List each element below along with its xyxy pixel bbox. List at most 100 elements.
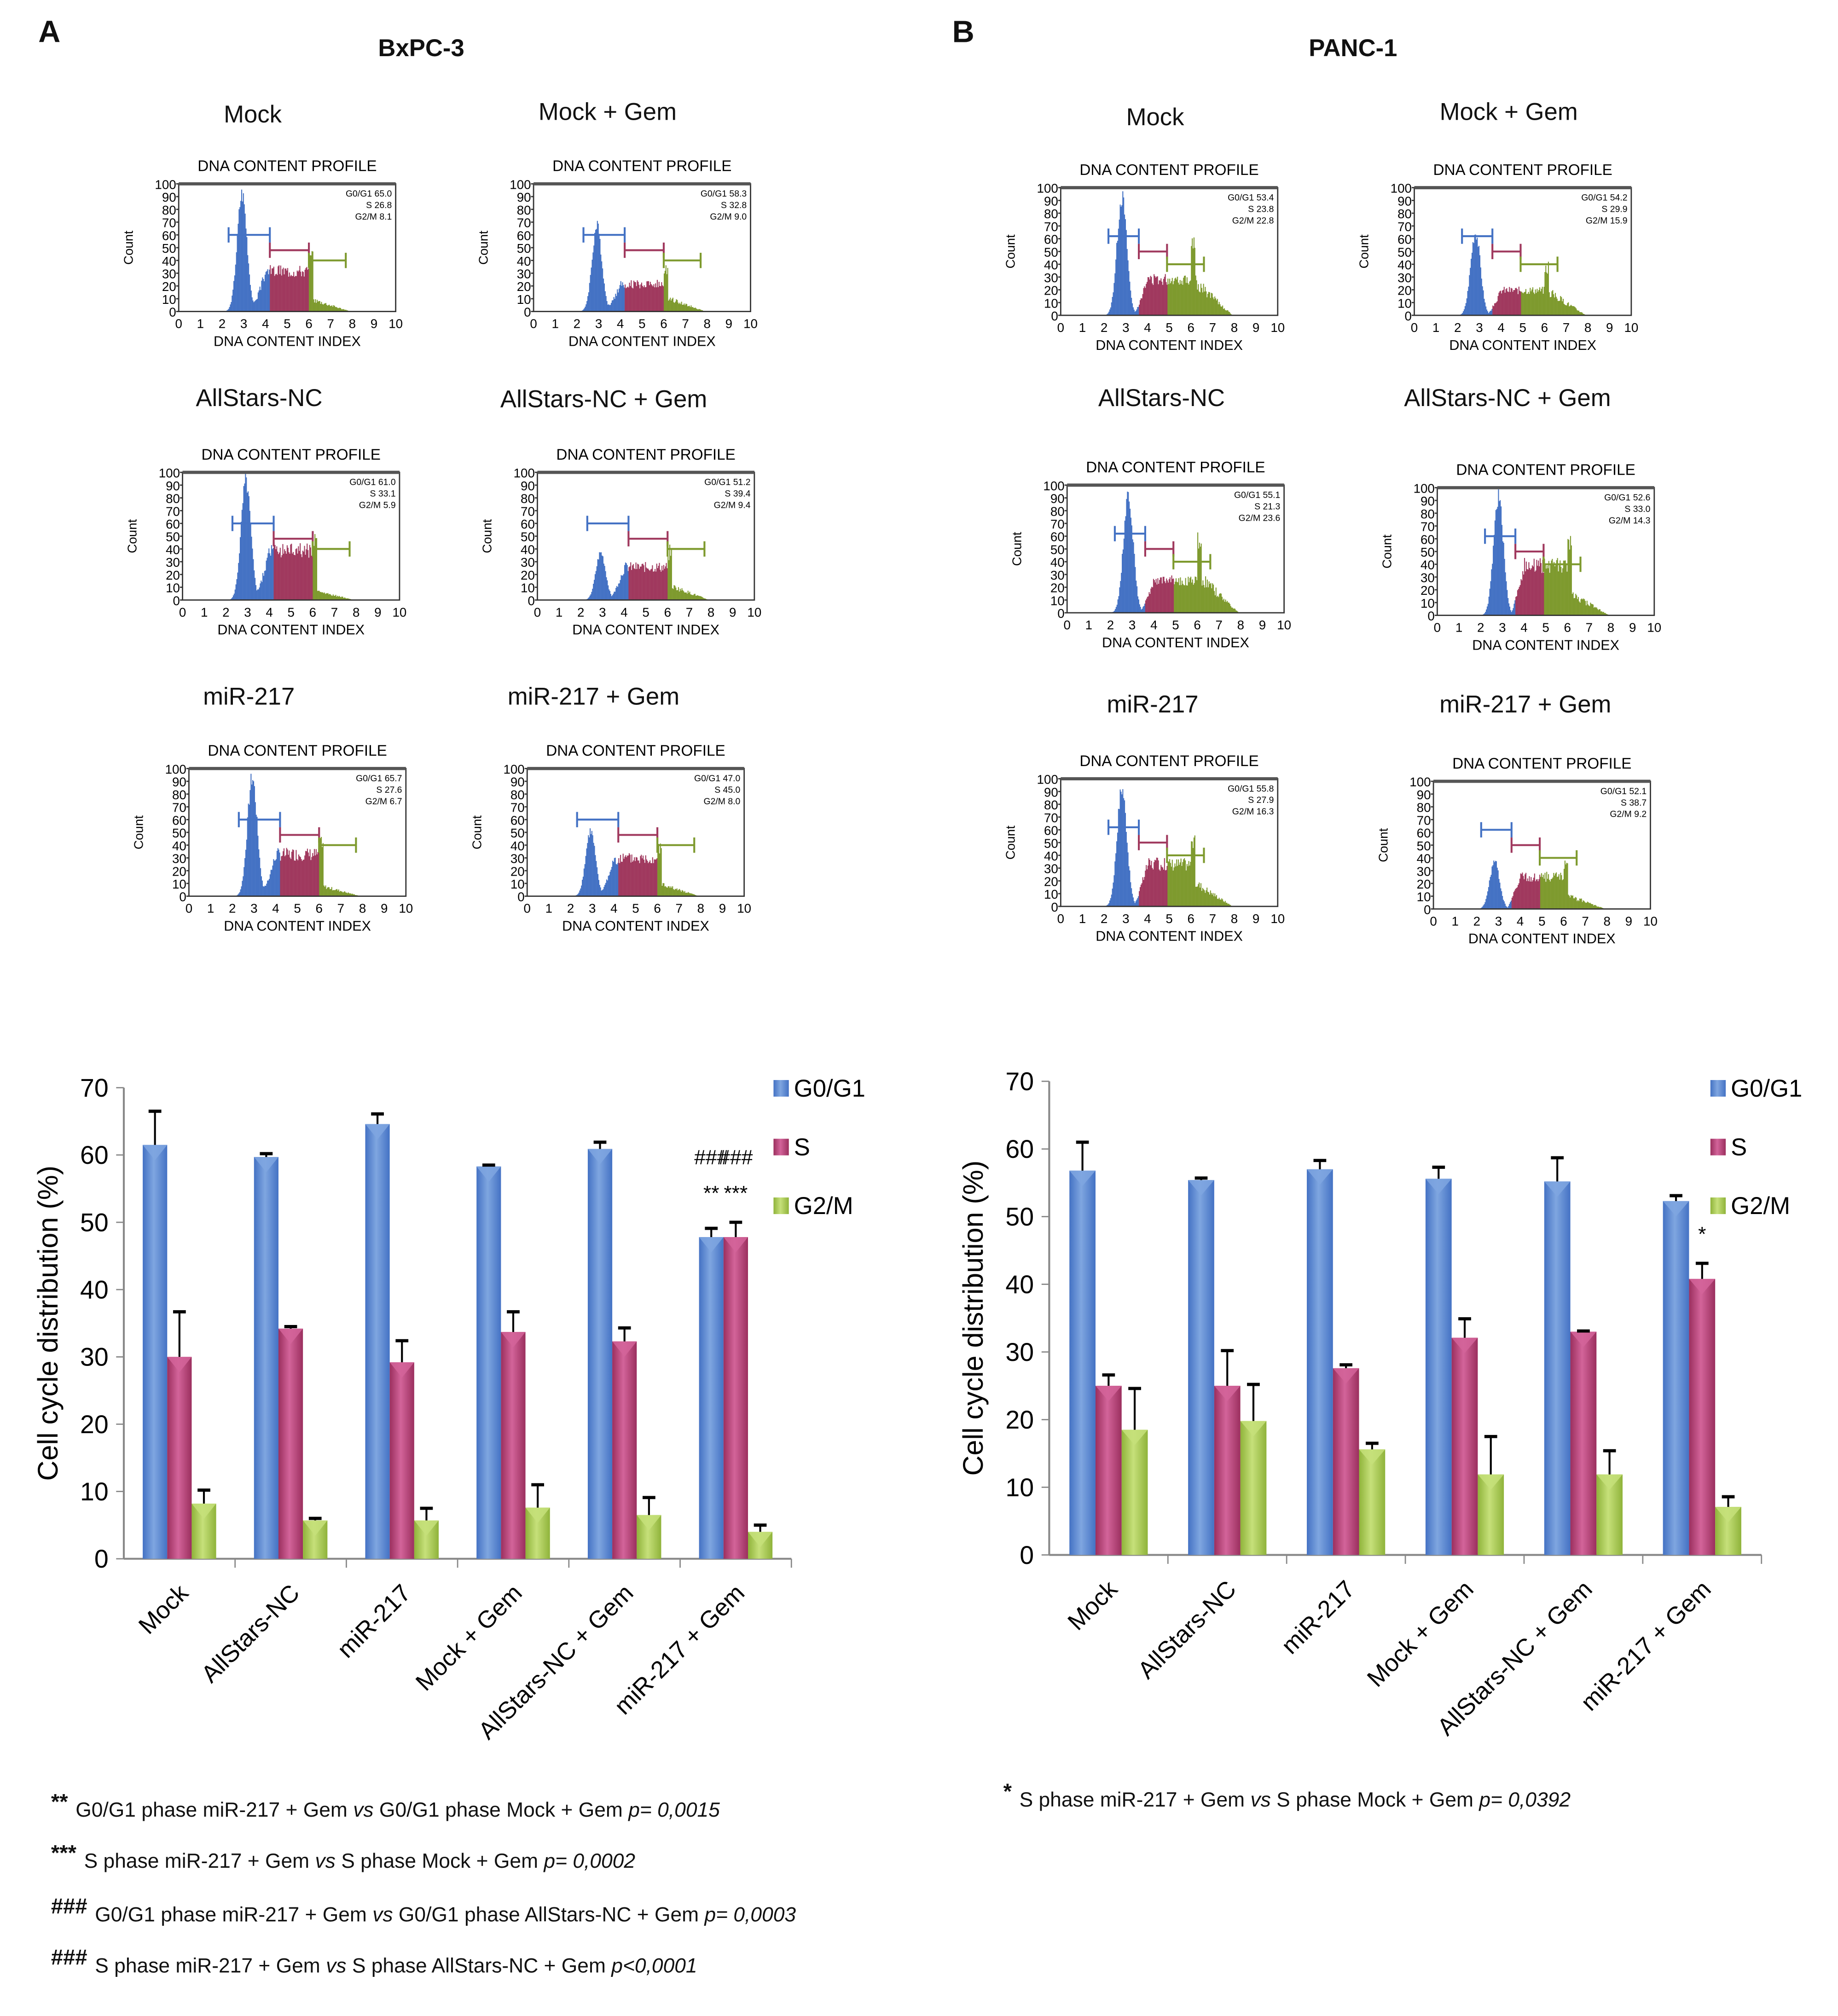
x-tick-label: 6	[1187, 320, 1194, 335]
histogram-bin	[1110, 308, 1111, 315]
histogram-bin	[1198, 284, 1199, 315]
histogram-bin	[314, 534, 315, 600]
x-tick-label: 9	[1259, 618, 1266, 632]
histogram-bin	[579, 890, 580, 896]
histogram-bin	[1189, 578, 1190, 613]
histogram-bin	[1541, 289, 1542, 315]
x-axis-label: DNA CONTENT INDEX	[217, 622, 365, 638]
histogram-bin	[293, 850, 294, 896]
histogram-bin	[622, 862, 623, 896]
histogram-bin	[1214, 591, 1215, 613]
histogram-bin	[643, 287, 644, 312]
phase-stat: G2/M 9.2	[1610, 809, 1647, 819]
histogram-bin	[1171, 281, 1172, 315]
histogram-bin	[1539, 875, 1540, 909]
histogram-bin	[614, 297, 615, 311]
histogram-bin	[1148, 596, 1149, 613]
histogram-bin	[256, 300, 257, 312]
histogram-bin	[322, 592, 323, 600]
histogram-bin	[687, 306, 688, 311]
histogram-bin	[296, 859, 297, 896]
histogram-bin	[1525, 571, 1526, 616]
histogram-bin	[1145, 600, 1146, 613]
histogram-bin	[624, 288, 625, 312]
histogram-bin	[258, 292, 259, 311]
bar-g2m	[1122, 1430, 1148, 1555]
histogram-bin	[1494, 535, 1495, 616]
histogram-bin	[657, 852, 658, 896]
histogram-bin	[258, 589, 259, 600]
phase-stat: G0/G1 65.7	[356, 773, 402, 784]
histogram-bin	[662, 883, 663, 896]
phase-stat: S 29.9	[1601, 204, 1627, 214]
histogram-title: DNA CONTENT PROFILE	[1086, 459, 1265, 476]
histogram-bin	[680, 589, 681, 600]
y-tick-label: 30	[517, 267, 531, 281]
x-tick-label: 7	[1582, 914, 1589, 928]
x-tick-label: 4	[1497, 320, 1504, 335]
histogram-bin	[581, 885, 582, 896]
histogram-bin	[291, 544, 292, 600]
y-tick-label: 100	[1409, 775, 1431, 789]
histogram-bin	[1526, 562, 1527, 616]
bar-g0g1	[476, 1167, 501, 1559]
histogram-bin	[685, 593, 686, 600]
histogram-bin	[269, 553, 270, 600]
histogram-bin	[1503, 900, 1504, 909]
histogram-bin	[1551, 297, 1552, 315]
x-tick-label: 10	[393, 605, 407, 619]
x-tick-label: 8	[1603, 914, 1610, 928]
histogram-bin	[623, 574, 624, 600]
histogram-bin	[1225, 901, 1226, 906]
y-tick-label: 40	[166, 542, 180, 557]
histogram-bin	[317, 300, 318, 311]
histogram-bin	[233, 281, 234, 311]
histogram-bin	[1159, 280, 1160, 315]
histogram-bin	[1501, 506, 1502, 616]
histogram-bin	[333, 305, 334, 312]
y-tick-label: 90	[1417, 788, 1431, 802]
y-axis-label: Count	[476, 231, 490, 265]
x-tick-label: 8	[697, 901, 704, 916]
category-label: AllStars-NC	[196, 1579, 305, 1688]
x-tick-label: 9	[381, 901, 388, 916]
histogram-bin	[1483, 290, 1484, 315]
histogram-bin	[303, 860, 304, 896]
y-tick-label: 10	[1044, 887, 1058, 901]
histogram-bin	[1135, 567, 1136, 613]
histogram-bin	[1529, 568, 1530, 616]
histogram-bin	[673, 889, 674, 896]
phase-stat: G2/M 15.9	[1586, 215, 1628, 226]
histogram-bin	[661, 282, 662, 312]
histogram-bin	[678, 304, 679, 311]
y-tick-label: 40	[1044, 258, 1058, 272]
histogram-bin	[310, 256, 311, 312]
histogram-bin	[1586, 605, 1587, 616]
histogram-bin	[1547, 566, 1548, 616]
histogram-bin	[1186, 283, 1187, 315]
histogram-bin	[686, 593, 687, 600]
histogram-bin	[1498, 489, 1499, 616]
histogram-bin	[242, 202, 243, 312]
x-tick-label: 8	[1231, 912, 1238, 926]
histogram-bin	[297, 271, 298, 312]
condition-label: AllStars-NC + Gem	[1404, 385, 1611, 413]
histogram-bin	[1492, 564, 1493, 616]
histogram-bin	[1225, 599, 1226, 613]
histogram-bin	[247, 817, 248, 896]
histogram-bin	[693, 595, 694, 600]
histogram-bin	[1486, 895, 1487, 909]
histogram-bin	[1217, 596, 1218, 613]
histogram-bin	[274, 860, 275, 896]
legend-swatch	[773, 1197, 789, 1214]
histogram-bin	[1138, 896, 1139, 906]
x-tick-label: 5	[642, 605, 649, 619]
histogram-bin	[669, 545, 670, 600]
histogram-bin	[1521, 874, 1522, 909]
histogram-bin	[681, 892, 682, 896]
histogram-bin	[264, 281, 265, 312]
bar-g0g1	[1069, 1171, 1096, 1555]
histogram-bin	[1157, 858, 1158, 906]
histogram-bin	[1175, 582, 1176, 613]
histogram-bin	[1476, 239, 1477, 315]
